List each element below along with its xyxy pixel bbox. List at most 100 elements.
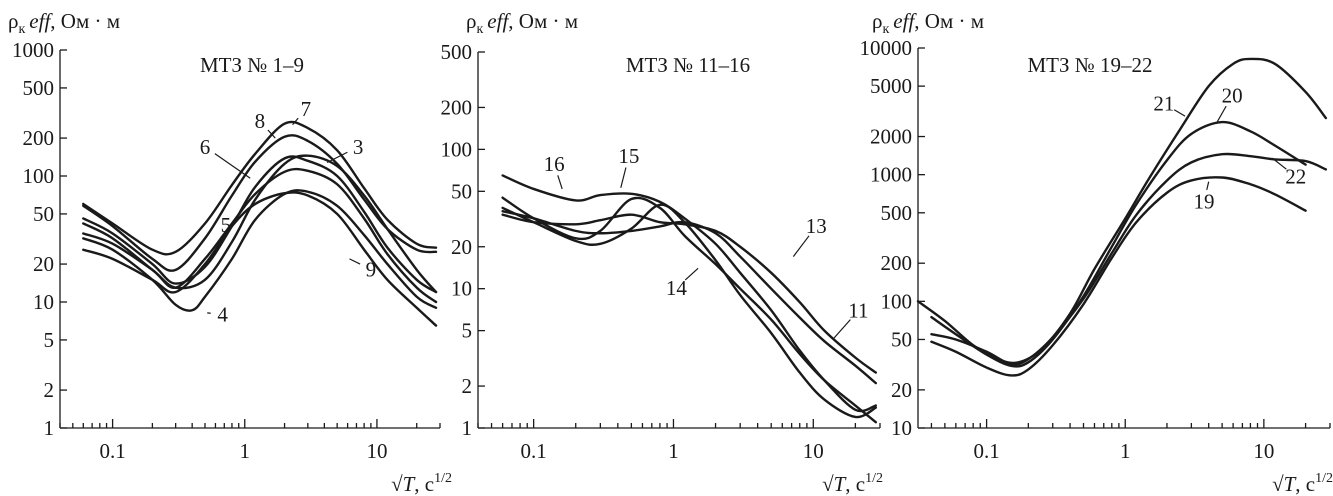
series-line-21 (916, 57, 1328, 365)
curve-label-leader (557, 175, 563, 190)
chart-panel-1: 1 2 5 10 20 50 100 200 500 1000 0.1 1 10 ρк eff, Ом · … (8, 9, 452, 496)
curve-label-leader (349, 258, 361, 265)
curve-label: 4 (217, 303, 228, 327)
curve-label: 11 (848, 299, 868, 323)
y-tick-label: 50 (33, 202, 54, 226)
y-axis-label-unit: , Ом · м (914, 9, 984, 33)
y-tick-label: 1000 (12, 38, 54, 62)
y-axis-label-subscript: к (476, 22, 483, 37)
curve-label: 20 (1222, 84, 1243, 108)
y-axis-label: ρк eff, Ом · м (8, 9, 120, 37)
chart-panel-3: 10 20 50 100 200 500 1000 2000 5000 10000 0.1 1 10 ρк… (860, 9, 1333, 496)
curve-label: 13 (806, 214, 827, 238)
curve-label-leader (292, 117, 299, 126)
chart-title: МТЗ № 1–9 (200, 53, 304, 77)
y-axis-label: ρк eff, Ом · м (466, 9, 578, 37)
series-line-14 (501, 203, 878, 419)
x-axis-label-var: T (403, 472, 416, 496)
curve-label-leader (1216, 105, 1227, 123)
series-line-11 (501, 209, 878, 385)
x-axis-label: √T, с1/2 (1272, 471, 1333, 496)
y-tick-label: 500 (23, 76, 55, 100)
y-tick-label: 50 (891, 327, 912, 351)
x-axis-label-unit: , с (1295, 472, 1315, 496)
series-line-20 (930, 120, 1307, 368)
curve-label: 3 (353, 135, 364, 159)
curve-label-leader (267, 129, 276, 139)
y-axis-label-eff: eff (487, 9, 511, 33)
x-axis-label-exponent: 1/2 (434, 471, 452, 486)
x-tick-label: 1 (668, 439, 679, 463)
y-tick-label: 20 (451, 235, 472, 259)
x-tick-label: 0.1 (99, 439, 125, 463)
y-axis-label-symbol: ρ (466, 9, 476, 33)
x-tick-label: 10 (803, 439, 824, 463)
y-tick-label: 5 (462, 319, 473, 343)
chart-title: МТЗ № 11–16 (626, 53, 750, 77)
y-tick-label: 2 (44, 378, 55, 402)
x-axis-label-root: √ (391, 472, 403, 496)
series-line-13 (501, 213, 878, 374)
chart-title: МТЗ № 19–22 (1027, 53, 1152, 77)
y-tick-label: 10 (451, 277, 472, 301)
curve-label-leader (326, 151, 348, 164)
x-axis-label: √T, с1/2 (391, 471, 452, 496)
curve-label-leader (620, 167, 627, 188)
curve-label-leader (1173, 109, 1186, 117)
curve-label-leader (214, 153, 251, 179)
curve-label: 5 (221, 213, 232, 237)
x-axis-label-exponent: 1/2 (865, 471, 883, 486)
curve-label: 14 (666, 276, 688, 300)
y-tick-label: 100 (881, 289, 913, 313)
y-tick-label: 200 (881, 251, 913, 275)
y-axis-label: ρк eff, Ом · м (872, 9, 984, 37)
x-tick-label: 0.1 (973, 439, 999, 463)
y-axis-label-eff: eff (893, 9, 917, 33)
series-line-7 (82, 120, 438, 256)
x-tick-label: 0.1 (521, 439, 547, 463)
y-tick-label: 5 (44, 328, 55, 352)
curve-label-leader (214, 235, 223, 253)
curve-label: 7 (301, 97, 312, 121)
y-tick-label: 1000 (870, 163, 912, 187)
series-line-6 (82, 155, 438, 294)
curve-label: 22 (1285, 165, 1306, 189)
y-axis-label-subscript: к (18, 22, 25, 37)
curve-label-leader (1206, 181, 1210, 191)
x-axis-label-exponent: 1/2 (1315, 471, 1333, 486)
x-axis-label-root: √ (822, 472, 834, 496)
y-tick-label: 1 (44, 416, 55, 440)
y-axis-label-subscript: к (882, 22, 889, 37)
curve-label: 16 (544, 152, 565, 176)
curve-label: 9 (366, 257, 377, 281)
curve-label-leader (833, 319, 851, 339)
y-tick-label: 500 (881, 201, 913, 225)
x-axis-label-var: T (834, 472, 847, 496)
y-tick-label: 10 (891, 416, 912, 440)
y-tick-label: 200 (441, 95, 473, 119)
curve-label: 6 (200, 135, 211, 159)
x-axis-label-var: T (1284, 472, 1297, 496)
curve-label: 21 (1153, 92, 1174, 116)
y-axis-label-eff: eff (29, 9, 53, 33)
x-tick-label: 1 (1120, 439, 1131, 463)
y-tick-label: 500 (441, 40, 473, 64)
curve-label-leader (684, 267, 699, 281)
series-line-5 (82, 167, 438, 304)
y-axis-label-unit: , Ом · м (508, 9, 578, 33)
y-axis-label-symbol: ρ (872, 9, 882, 33)
x-tick-label: 10 (1253, 439, 1274, 463)
x-axis-label: √T, с1/2 (822, 471, 883, 496)
x-axis-label-root: √ (1272, 472, 1284, 496)
series-line-15 (501, 196, 878, 424)
series-line-4 (82, 189, 438, 312)
x-tick-label: 1 (240, 439, 251, 463)
y-axis-label-symbol: ρ (8, 9, 18, 33)
y-tick-label: 5000 (870, 74, 912, 98)
y-tick-label: 2 (462, 374, 473, 398)
y-tick-label: 10000 (860, 36, 913, 60)
y-tick-label: 2000 (870, 125, 912, 149)
y-tick-label: 50 (451, 179, 472, 203)
